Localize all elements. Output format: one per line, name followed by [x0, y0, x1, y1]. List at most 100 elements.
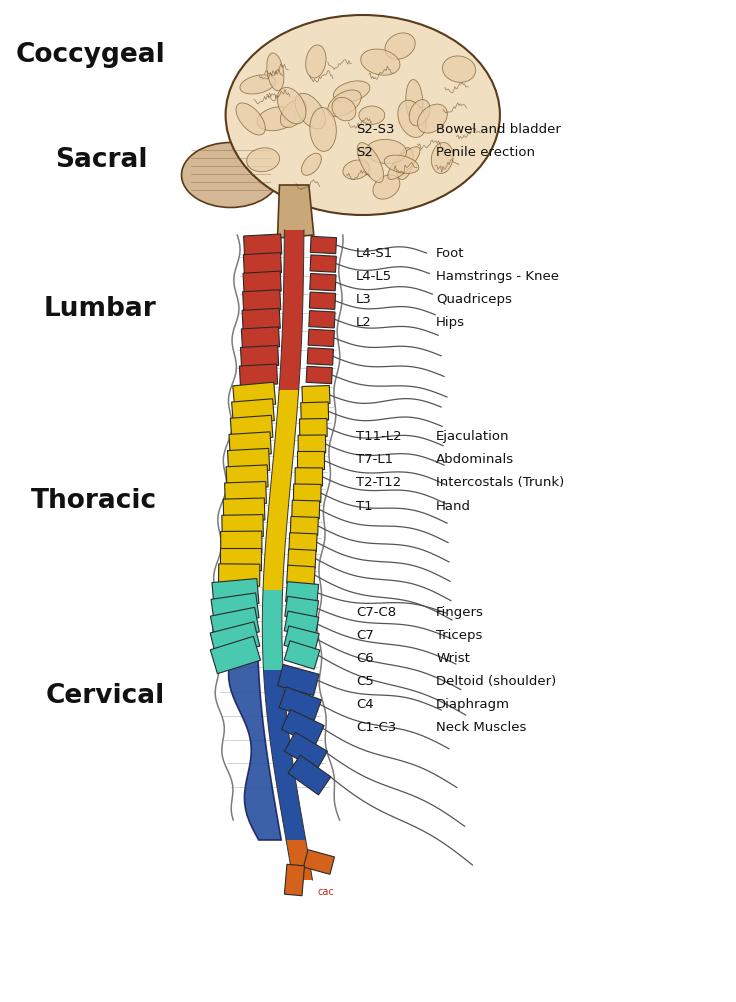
Polygon shape — [219, 564, 260, 586]
Text: T11-L2: T11-L2 — [356, 431, 402, 443]
Polygon shape — [294, 484, 321, 502]
Polygon shape — [210, 636, 261, 673]
Polygon shape — [221, 531, 262, 553]
Text: Cervical: Cervical — [46, 683, 165, 709]
Text: Abdominals: Abdominals — [436, 454, 514, 466]
Ellipse shape — [361, 49, 400, 75]
Text: C7-C8: C7-C8 — [356, 606, 396, 618]
Polygon shape — [242, 309, 280, 331]
Text: C5: C5 — [356, 675, 374, 687]
Polygon shape — [227, 448, 269, 473]
Polygon shape — [288, 756, 330, 795]
Text: Neck Muscles: Neck Muscles — [436, 721, 526, 733]
Ellipse shape — [305, 45, 326, 78]
Text: Triceps: Triceps — [436, 629, 483, 641]
Polygon shape — [211, 593, 259, 624]
Ellipse shape — [357, 142, 383, 182]
Ellipse shape — [182, 142, 280, 207]
Ellipse shape — [236, 103, 265, 135]
Polygon shape — [229, 432, 272, 456]
Polygon shape — [279, 687, 322, 720]
Polygon shape — [244, 253, 282, 275]
Text: Coccygeal: Coccygeal — [15, 42, 166, 68]
Polygon shape — [309, 311, 335, 328]
Text: L4-S1: L4-S1 — [356, 247, 393, 260]
Text: C7: C7 — [356, 629, 374, 641]
Polygon shape — [239, 364, 277, 386]
Text: Penile erection: Penile erection — [436, 146, 535, 158]
Polygon shape — [284, 640, 320, 669]
Polygon shape — [219, 548, 261, 569]
Ellipse shape — [431, 142, 453, 173]
Polygon shape — [226, 465, 268, 489]
Ellipse shape — [406, 79, 422, 122]
Polygon shape — [287, 565, 315, 585]
Text: Sacral: Sacral — [55, 147, 148, 173]
Polygon shape — [210, 607, 259, 640]
Ellipse shape — [240, 75, 275, 94]
Text: C4: C4 — [356, 698, 374, 710]
Ellipse shape — [442, 56, 475, 82]
Ellipse shape — [385, 33, 415, 59]
Ellipse shape — [384, 155, 419, 173]
Text: Hips: Hips — [436, 317, 465, 329]
Polygon shape — [302, 386, 330, 405]
Polygon shape — [281, 709, 324, 745]
Polygon shape — [284, 732, 328, 771]
Ellipse shape — [226, 15, 500, 215]
Polygon shape — [277, 185, 314, 238]
Text: Hand: Hand — [436, 500, 471, 512]
Text: Bowel and bladder: Bowel and bladder — [436, 123, 561, 135]
Polygon shape — [230, 415, 273, 440]
Ellipse shape — [388, 146, 420, 179]
Polygon shape — [222, 515, 263, 537]
Polygon shape — [297, 452, 324, 470]
Polygon shape — [285, 596, 319, 620]
Text: C1-C3: C1-C3 — [356, 721, 396, 733]
Polygon shape — [229, 660, 281, 840]
Ellipse shape — [359, 106, 385, 124]
Text: T1: T1 — [356, 500, 372, 512]
Text: S2: S2 — [356, 146, 372, 158]
Text: C6: C6 — [356, 652, 374, 664]
Polygon shape — [210, 622, 260, 657]
Polygon shape — [243, 272, 281, 294]
Text: cac: cac — [317, 887, 334, 897]
Polygon shape — [303, 850, 334, 875]
Polygon shape — [289, 533, 317, 552]
Ellipse shape — [257, 107, 296, 130]
Ellipse shape — [310, 107, 336, 151]
Text: Lumbar: Lumbar — [43, 296, 157, 322]
Polygon shape — [244, 234, 282, 256]
Text: Foot: Foot — [436, 247, 464, 260]
Text: Fingers: Fingers — [436, 606, 484, 618]
Polygon shape — [300, 419, 328, 437]
Polygon shape — [223, 498, 265, 521]
Polygon shape — [284, 611, 319, 637]
Text: Deltoid (shoulder): Deltoid (shoulder) — [436, 675, 556, 687]
Ellipse shape — [397, 147, 414, 179]
Text: Hamstrings - Knee: Hamstrings - Knee — [436, 271, 559, 283]
Polygon shape — [284, 865, 305, 896]
Polygon shape — [284, 626, 319, 653]
Ellipse shape — [302, 153, 322, 175]
Polygon shape — [241, 327, 280, 349]
Text: Diaphragm: Diaphragm — [436, 698, 510, 710]
Polygon shape — [232, 399, 275, 424]
Polygon shape — [306, 367, 333, 384]
Polygon shape — [288, 549, 316, 568]
Ellipse shape — [277, 87, 306, 124]
Polygon shape — [243, 290, 281, 312]
Ellipse shape — [332, 97, 356, 121]
Polygon shape — [290, 516, 319, 535]
Polygon shape — [277, 664, 319, 695]
Text: L2: L2 — [356, 317, 372, 329]
Polygon shape — [286, 581, 319, 604]
Ellipse shape — [295, 93, 325, 129]
Polygon shape — [233, 382, 276, 408]
Text: L3: L3 — [356, 294, 372, 306]
Polygon shape — [308, 330, 334, 347]
Ellipse shape — [280, 99, 306, 127]
Polygon shape — [295, 468, 322, 486]
Text: Quadriceps: Quadriceps — [436, 294, 512, 306]
